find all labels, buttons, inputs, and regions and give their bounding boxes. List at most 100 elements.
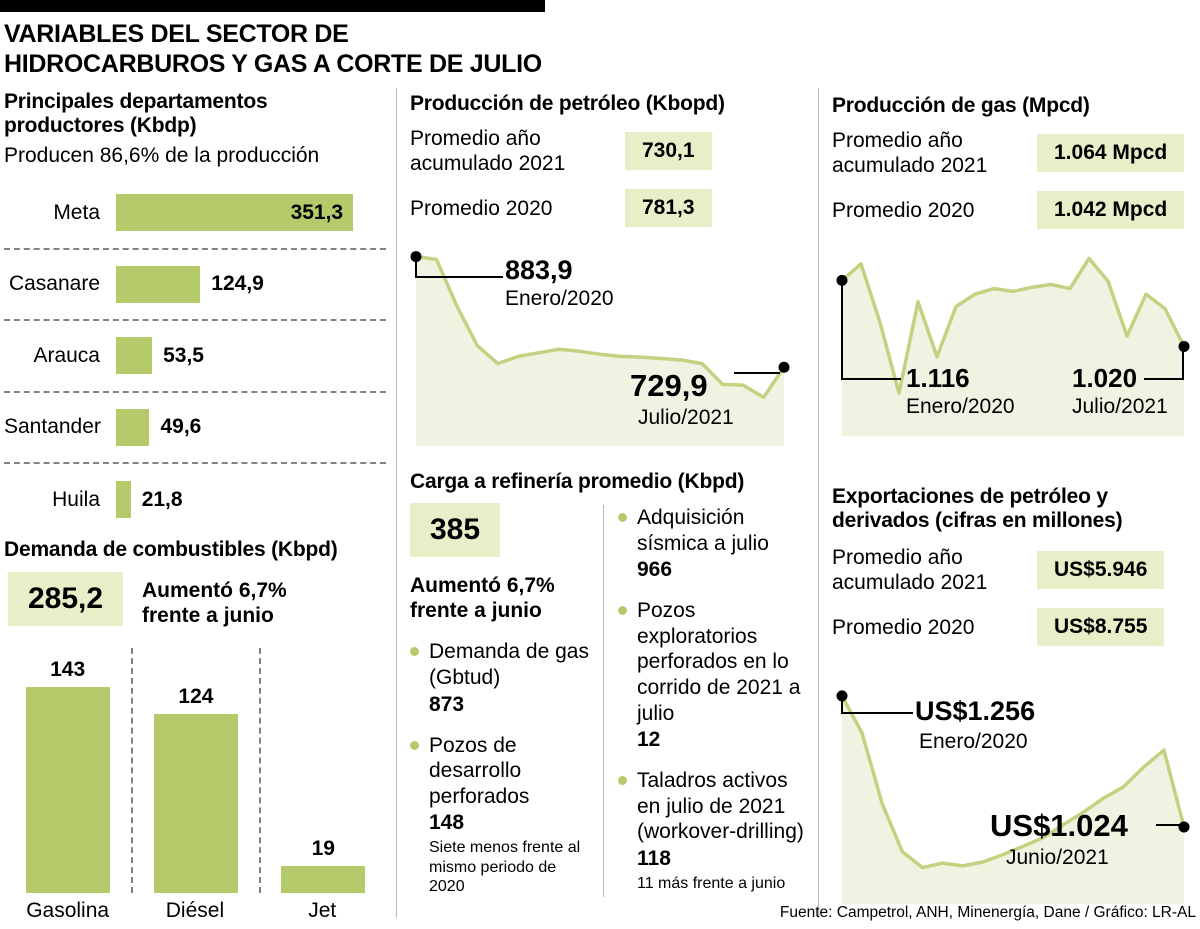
stat-value-box: US$8.755 (1037, 608, 1165, 647)
list-item-body: Adquisición sísmica a julio 966 (637, 505, 810, 582)
list-item-value: 12 (637, 728, 661, 752)
bar-category-label: Huila (52, 487, 100, 511)
end-point-date: Junio/2021 (1006, 846, 1109, 869)
oil-stats: Promedio año acumulado 2021 730,1 Promed… (410, 126, 802, 240)
start-point-date: Enero/2020 (919, 730, 1028, 753)
gas-section-title: Producción de gas (Mpcd) (832, 94, 1090, 117)
bar-category-label: Jet (308, 899, 337, 922)
bar-area: 19 (258, 648, 386, 893)
bar-value: 53,5 (163, 343, 204, 367)
callout-line (841, 280, 843, 380)
stat-label: Promedio 2020 (832, 198, 975, 222)
callout-line (1144, 378, 1184, 380)
bullet-dot-icon (618, 776, 627, 786)
stat-value-box: 730,1 (625, 132, 712, 171)
oil-chart-svg (410, 251, 790, 446)
bar-track: 53,5 (116, 337, 386, 375)
stat-row: Promedio 2020 1.042 Mpcd (832, 191, 1196, 230)
callout-line (841, 696, 843, 714)
end-point-value: US$1.024 (990, 808, 1128, 843)
bar-value: 143 (50, 657, 86, 681)
refinery-note: Aumentó 6,7% frente a junio (410, 574, 555, 623)
stat-label: Promedio año acumulado 2021 (410, 127, 566, 176)
bullet-dot-icon (410, 740, 419, 750)
bar-row: Casanare 124,9 (4, 250, 386, 321)
page-title-line1: VARIABLES DEL SECTOR DE (4, 20, 349, 48)
list-item-label: Adquisición sísmica a julio (637, 506, 769, 555)
bar-track: 351,3 (116, 194, 386, 232)
gas-stats: Promedio año acumulado 2021 1.064 Mpcd P… (832, 128, 1196, 242)
callout-line (841, 712, 913, 714)
exports-stats: Promedio año acumulado 2021 US$5.946 Pro… (832, 545, 1196, 659)
fuels-section-title: Demanda de combustibles (Kbpd) (4, 538, 338, 561)
stat-value-box: US$5.946 (1037, 551, 1165, 590)
exports-section-title: Exportaciones de petróleo y derivados (c… (832, 485, 1123, 533)
bar-value: 351,3 (290, 200, 344, 224)
bar-value: 19 (311, 836, 335, 860)
refinery-value-box: 385 (410, 503, 501, 557)
bar (281, 865, 366, 893)
end-point-value: 1.020 (1072, 363, 1138, 393)
list-item-label: Pozos de desarrollo perforados (429, 733, 530, 808)
bar-column: 143 Gasolina (4, 648, 131, 923)
start-point-value: 883,9 (505, 255, 573, 285)
bar-row: Huila 21,8 (4, 464, 386, 536)
departments-section-title: Principales departamentos productores (K… (4, 90, 268, 138)
list-item-value: 966 (637, 558, 673, 582)
bar-row: Santander 49,6 (4, 393, 386, 464)
refinery-divider (603, 505, 604, 897)
stat-label: Promedio 2020 (832, 615, 975, 639)
bar: 21,8 (116, 481, 183, 519)
bar (25, 686, 110, 893)
bar-value: 124,9 (211, 272, 264, 296)
page-title-line2: HIDROCARBUROS Y GAS A CORTE DE JULIO (4, 49, 542, 78)
stat-row: Promedio año acumulado 2021 US$5.946 (832, 545, 1196, 595)
fuels-total-value: 285,2 (8, 572, 124, 626)
end-point-date: Julio/2021 (1072, 395, 1168, 418)
bar: 124,9 (116, 265, 264, 303)
start-point-value: 1.116 (906, 363, 970, 393)
bar: 351,3 (116, 194, 354, 232)
bar-track: 21,8 (116, 481, 386, 519)
list-item-value: 148 (429, 811, 465, 835)
refinery-right-column: Adquisición sísmica a julio 966 Pozos ex… (618, 505, 810, 894)
callout-line (734, 372, 780, 374)
list-item-body: Taladros activos en julio de 2021 (worko… (637, 768, 810, 893)
oil-production-chart: 883,9 Enero/2020 729,9 Julio/2021 (408, 238, 792, 446)
list-item-label: Demanda de gas (Gbtud) (429, 640, 589, 689)
oil-section-title: Producción de petróleo (Kbopd) (410, 92, 725, 115)
bar-row: Meta 351,3 (4, 178, 386, 250)
bar-track: 49,6 (116, 408, 386, 446)
exports-chart: US$1.256 Enero/2020 US$1.024 Junio/2021 (834, 664, 1192, 904)
stat-row: Promedio año acumulado 2021 1.064 Mpcd (832, 128, 1196, 178)
stat-row: Promedio 2020 US$8.755 (832, 608, 1196, 647)
callout-line (1156, 824, 1182, 826)
exports-chart-svg (836, 690, 1190, 904)
stat-value-box: 1.064 Mpcd (1037, 134, 1185, 173)
bullet-dot-icon (618, 606, 627, 616)
list-item-label: Taladros activos en julio de 2021 (worko… (637, 769, 804, 844)
column-divider (818, 88, 819, 918)
bar-category-label: Arauca (33, 343, 100, 367)
bar-area: 143 (4, 648, 131, 893)
stat-label: Promedio año acumulado 2021 (832, 546, 988, 595)
end-point-value: 729,9 (630, 368, 708, 403)
bar (153, 714, 238, 893)
stat-label: Promedio año acumulado 2021 (832, 129, 988, 178)
departments-subtitle: Producen 86,6% de la producción (4, 144, 320, 167)
list-item-note: Siete menos frente al mismo periodo de 2… (429, 839, 581, 896)
stat-value-box: 1.042 Mpcd (1037, 191, 1185, 230)
bullet-dot-icon (410, 647, 419, 657)
bar-category-label: Santander (4, 415, 101, 439)
stat-value-box: 781,3 (625, 189, 712, 228)
bar-column: 124 Diésel (131, 648, 258, 923)
bar-value: 21,8 (141, 487, 183, 511)
bar-category-label: Meta (53, 200, 100, 224)
callout-line (415, 257, 417, 278)
callout-line (1182, 346, 1184, 380)
list-item-value: 873 (429, 692, 465, 716)
gas-chart-svg (836, 256, 1190, 436)
list-item-note: 11 más frente a junio (637, 875, 786, 893)
bar-value: 49,6 (160, 415, 202, 439)
fuels-bar-chart: 143 Gasolina 124 Diésel 19 Jet (4, 648, 386, 923)
